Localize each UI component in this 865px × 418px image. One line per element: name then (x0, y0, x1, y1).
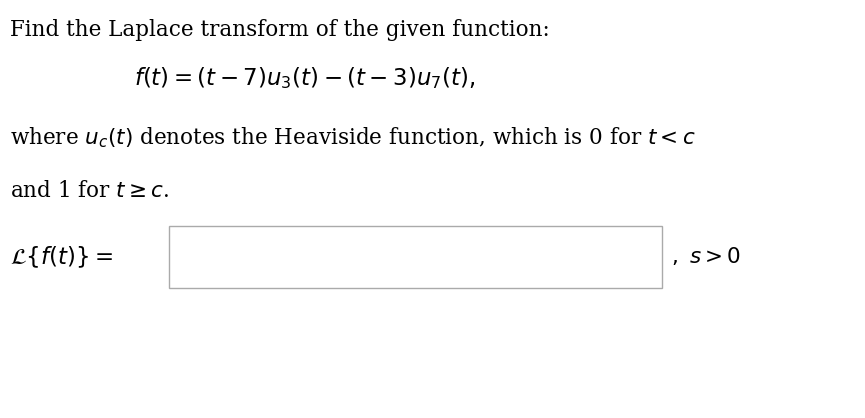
FancyBboxPatch shape (169, 226, 662, 288)
Text: $f(t) = (t - 7)u_3(t) - (t - 3)u_7(t),$: $f(t) = (t - 7)u_3(t) - (t - 3)u_7(t),$ (134, 65, 475, 91)
Text: $,\ s > 0$: $,\ s > 0$ (671, 246, 741, 268)
Text: where $u_c(t)$ denotes the Heaviside function, which is 0 for $t < c$: where $u_c(t)$ denotes the Heaviside fun… (10, 125, 696, 150)
Text: and 1 for $t \geq c$.: and 1 for $t \geq c$. (10, 180, 170, 202)
Text: $\mathcal{L}\{f(t)\} =$: $\mathcal{L}\{f(t)\} =$ (10, 244, 113, 270)
Text: Find the Laplace transform of the given function:: Find the Laplace transform of the given … (10, 19, 550, 41)
